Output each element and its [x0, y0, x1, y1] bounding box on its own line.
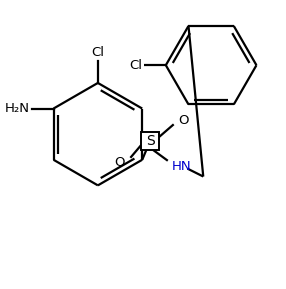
- Text: Cl: Cl: [91, 46, 104, 59]
- Text: Cl: Cl: [129, 59, 142, 72]
- Text: S: S: [146, 134, 154, 148]
- Text: HN: HN: [172, 160, 191, 173]
- Text: O: O: [179, 114, 189, 127]
- Bar: [141, 132, 159, 150]
- Text: H₂N: H₂N: [5, 102, 30, 115]
- Text: O: O: [114, 156, 124, 169]
